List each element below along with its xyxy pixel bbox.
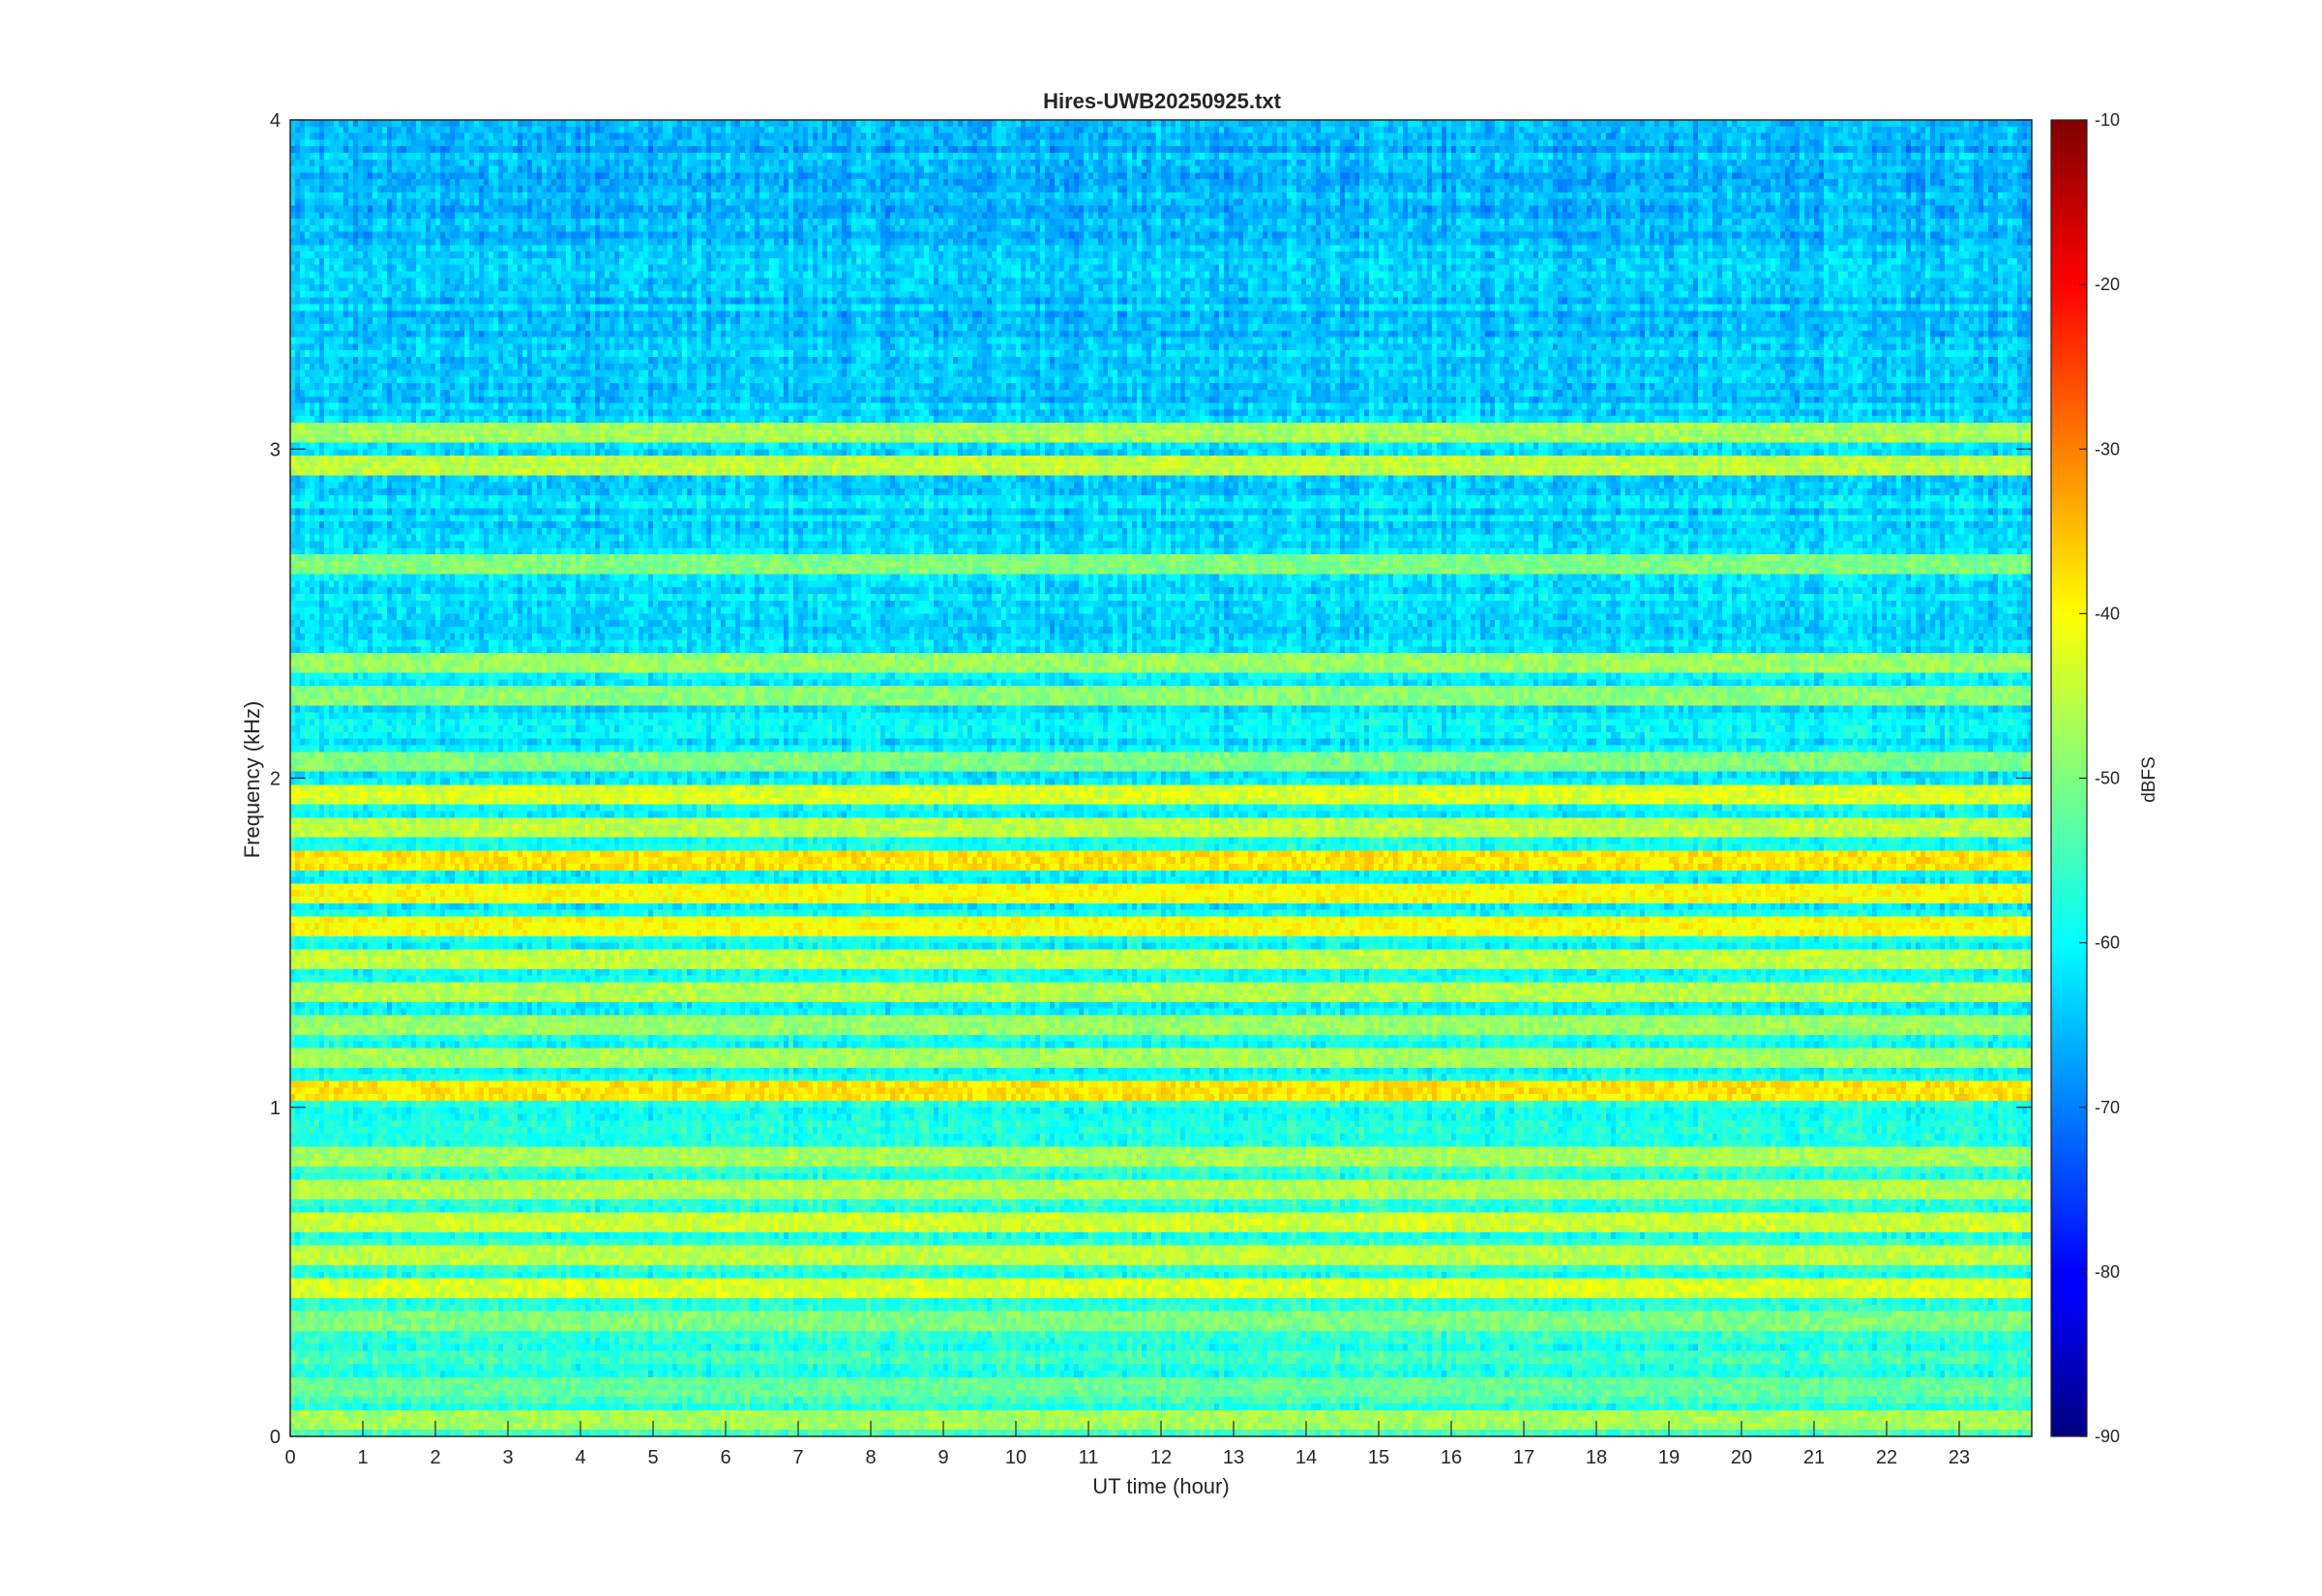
y-tick-label: 2	[270, 769, 281, 790]
colorbar-tick-label: -70	[2095, 1098, 2120, 1117]
x-tick-label: 11	[1079, 1447, 1099, 1468]
y-axis: 0 1 2 3 4	[270, 110, 2032, 1448]
x-tick-label: 0	[284, 1447, 295, 1468]
x-tick-label: 14	[1295, 1447, 1317, 1468]
colorbar-tick-label: -80	[2095, 1262, 2120, 1282]
x-tick-label: 6	[720, 1447, 730, 1468]
colorbar-tick-label: -30	[2095, 439, 2120, 458]
spectrogram-heatmap	[290, 120, 2032, 1436]
x-tick-label: 19	[1658, 1447, 1680, 1468]
x-tick-label: 18	[1586, 1447, 1607, 1468]
colorbar-ticks: -10 -20 -30 -40 -50 -60 -70 -80 -90	[2079, 110, 2120, 1446]
x-tick-label: 8	[865, 1447, 876, 1468]
colorbar-tick-label: -90	[2095, 1427, 2120, 1446]
x-tick-label: 22	[1876, 1447, 1897, 1468]
x-tick-label: 5	[647, 1447, 658, 1468]
x-tick-label: 16	[1441, 1447, 1462, 1468]
y-tick-label: 1	[270, 1098, 281, 1119]
y-tick-label: 3	[270, 439, 281, 460]
x-tick-label: 9	[938, 1447, 948, 1468]
x-tick-label: 23	[1949, 1447, 1970, 1468]
x-tick-label: 21	[1803, 1447, 1825, 1468]
colorbar-tick-label: -50	[2095, 769, 2120, 788]
x-tick-label: 1	[357, 1447, 368, 1468]
x-tick-label: 12	[1150, 1447, 1172, 1468]
x-tick-label: 3	[502, 1447, 513, 1468]
x-tick-label: 7	[792, 1447, 803, 1468]
x-axis: 0 1 2 3 4 5 6 7 8 9 10 11 12 13 14 15 16 17 18 19 20 21 22 23	[284, 1421, 1970, 1468]
x-tick-label: 4	[575, 1447, 585, 1468]
x-axis-label: UT time (hour)	[1092, 1474, 1229, 1498]
y-axis-label: Frequency (kHz)	[240, 701, 264, 859]
y-tick-label: 4	[270, 110, 281, 132]
colorbar-tick-label: -10	[2095, 110, 2120, 130]
x-tick-label: 10	[1005, 1447, 1027, 1468]
x-tick-label: 15	[1368, 1447, 1389, 1468]
chart-title: Hires-UWB20250925.txt	[1043, 89, 1281, 113]
colorbar-tick-label: -20	[2095, 275, 2120, 294]
colorbar-label: dBFS	[2139, 756, 2159, 803]
x-tick-label: 20	[1731, 1447, 1752, 1468]
colorbar-tick-label: -40	[2095, 604, 2120, 623]
x-tick-label: 17	[1513, 1447, 1534, 1468]
x-tick-label: 13	[1223, 1447, 1244, 1468]
x-tick-label: 2	[430, 1447, 440, 1468]
y-tick-label: 0	[270, 1427, 281, 1448]
colorbar-tick-label: -60	[2095, 933, 2120, 953]
heatmap-cells	[290, 120, 2032, 1436]
